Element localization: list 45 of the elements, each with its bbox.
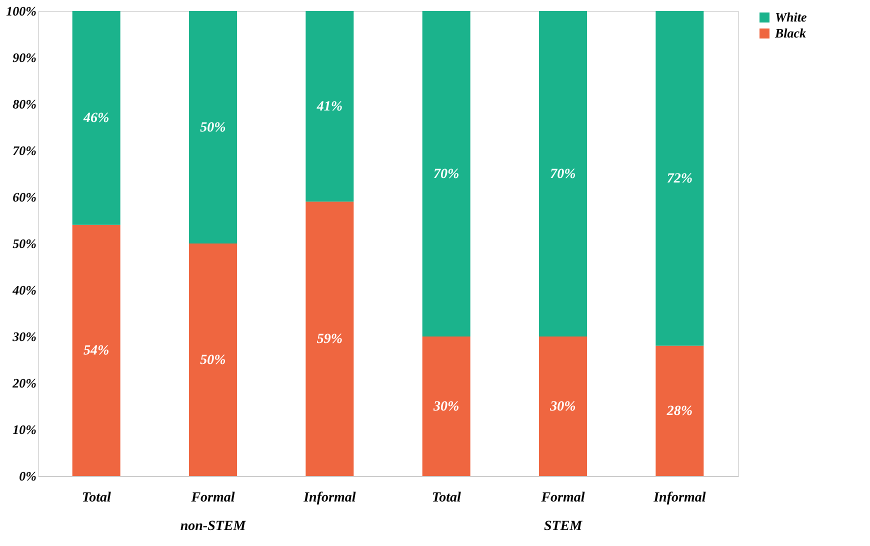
bar (656, 346, 704, 476)
data-label: 41% (316, 99, 343, 114)
x-tick-label: Formal (540, 490, 585, 506)
text: STEM (544, 519, 583, 534)
data-label: 46% (82, 110, 110, 126)
text: non-STEM (180, 519, 246, 534)
data-label: 50% (200, 352, 226, 368)
y-tick-label: 20% (12, 376, 37, 390)
data-label: 70% (433, 166, 460, 182)
data-label: 50% (200, 120, 226, 136)
y-tick-label: 30% (12, 329, 37, 344)
bar (656, 11, 704, 346)
data-label: 72% (666, 171, 693, 186)
x-tick-label: Formal (190, 490, 235, 506)
data-label: 28% (666, 404, 693, 419)
x-tick-label: Informal (302, 490, 356, 506)
bar (306, 202, 354, 476)
data-label: 59% (316, 332, 343, 347)
data-label: 70% (550, 166, 576, 182)
x-tick-label: Total (82, 490, 111, 506)
data-label: 30% (432, 399, 460, 414)
data-label: 54% (83, 343, 110, 358)
legend-label: Black (774, 26, 807, 40)
y-tick-label: 40% (12, 282, 37, 298)
y-tick-label: 70% (12, 143, 37, 158)
bar (422, 11, 470, 336)
y-tick-label: 0% (19, 468, 37, 484)
bar (189, 244, 237, 476)
x-tick-label: Total (432, 490, 461, 506)
data-label: 30% (549, 399, 576, 414)
bar (539, 11, 587, 336)
y-tick-label: 10% (12, 422, 37, 437)
bar (72, 224, 120, 476)
y-tick-label: 100% (6, 4, 37, 18)
bar (189, 11, 237, 244)
y-tick-label: 90% (12, 50, 37, 65)
bar (539, 336, 587, 476)
y-tick-label: 60% (12, 190, 37, 204)
y-tick-label: 50% (12, 236, 37, 251)
bar (422, 336, 470, 476)
x-tick-label: Informal (652, 490, 706, 506)
bar (72, 11, 120, 225)
legend-label: White (775, 10, 808, 24)
y-tick-label: 80% (12, 96, 37, 112)
bar (306, 11, 354, 202)
